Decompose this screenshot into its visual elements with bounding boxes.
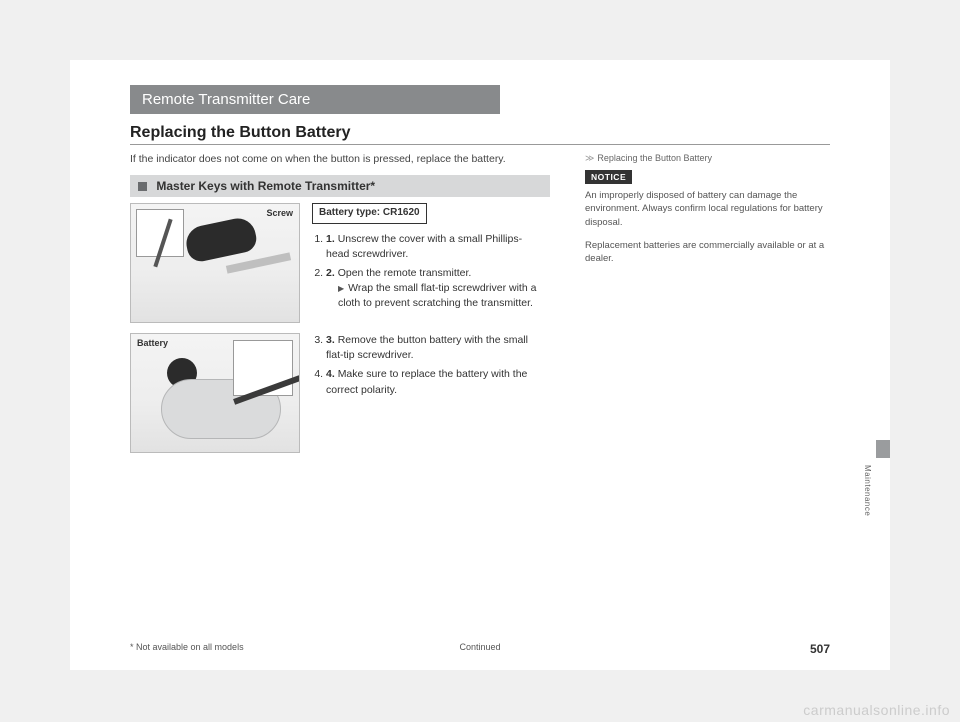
figure-screw: Screw <box>130 203 300 323</box>
horizontal-rule <box>130 144 830 145</box>
page-number: 507 <box>810 642 830 656</box>
figure-row-1: Screw Battery type: CR1620 1. Unscrew th… <box>130 203 550 323</box>
step-1: 1. Unscrew the cover with a small Philli… <box>326 232 537 262</box>
watermark: carmanualsonline.info <box>803 702 950 718</box>
chapter-tab <box>876 440 890 458</box>
left-column: If the indicator does not come on when t… <box>130 153 550 463</box>
instructions-block-1: Battery type: CR1620 1. Unscrew the cove… <box>312 203 537 323</box>
step-4: 4. Make sure to replace the battery with… <box>326 367 537 397</box>
square-bullet-icon <box>138 182 147 191</box>
step-3: 3. Remove the button battery with the sm… <box>326 333 537 363</box>
figure-label-battery: Battery <box>137 338 168 348</box>
chapter-tab-label: Maintenance <box>863 465 872 516</box>
figure-battery: Battery <box>130 333 300 453</box>
figure-inset <box>136 209 184 257</box>
figure-label-screw: Screw <box>266 208 293 218</box>
step-2: 2. Open the remote transmitter. Wrap the… <box>326 266 537 312</box>
section-title-bar: Remote Transmitter Care <box>130 85 500 114</box>
page-content: Remote Transmitter Care Replacing the Bu… <box>130 85 830 670</box>
procedure-title: Replacing the Button Battery <box>130 124 830 142</box>
subsection-title: Master Keys with Remote Transmitter* <box>156 179 375 193</box>
page-footer: * Not available on all models Continued … <box>130 642 830 652</box>
footnote-continued: Continued <box>459 642 500 652</box>
figure-inset-2 <box>233 340 293 396</box>
keyfob-icon <box>183 215 259 264</box>
manual-page: Remote Transmitter Care Replacing the Bu… <box>70 60 890 670</box>
intro-text: If the indicator does not come on when t… <box>130 153 550 165</box>
subsection-header: Master Keys with Remote Transmitter* <box>130 175 550 197</box>
screwdriver-icon <box>153 219 172 268</box>
notice-body: An improperly disposed of battery can da… <box>585 189 830 229</box>
availability-text: Replacement batteries are commercially a… <box>585 239 830 266</box>
sidebar-reference: Replacing the Button Battery <box>585 153 830 164</box>
key-blade-icon <box>226 252 291 273</box>
battery-type-box: Battery type: CR1620 <box>312 203 427 224</box>
footnote-left: * Not available on all models <box>130 642 244 652</box>
instructions-block-2: 3. Remove the button battery with the sm… <box>312 333 537 453</box>
step-2-sub: Wrap the small flat-tip screwdriver with… <box>326 281 537 311</box>
figure-row-2: Battery 3. Remove the button battery wit… <box>130 333 550 453</box>
notice-badge: NOTICE <box>585 170 632 184</box>
sidebar-column: Replacing the Button Battery NOTICE An i… <box>585 153 830 275</box>
